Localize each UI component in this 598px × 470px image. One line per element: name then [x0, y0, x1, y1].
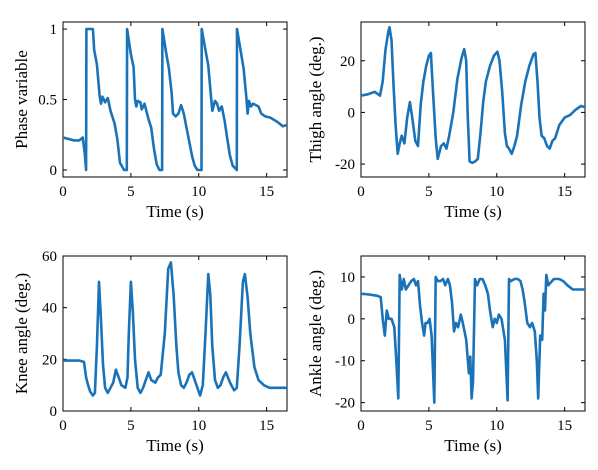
series-line: [63, 27, 287, 172]
y-axis-label: Thigh angle (deg.): [306, 36, 325, 162]
chart-phase: 0 5 10 15 0 0.5 1 Time (s) Phase variable: [12, 21, 288, 221]
x-tick-label: 0: [59, 184, 67, 200]
x-tick-label: 10: [191, 184, 206, 200]
plot-frame: [360, 255, 586, 412]
x-tick-label: 0: [357, 418, 365, 434]
y-tick-label: -20: [335, 396, 355, 412]
y-tick-label: 0: [50, 404, 58, 420]
x-tick-label: 15: [259, 184, 274, 200]
x-tick-label: 10: [489, 418, 504, 434]
y-tick-label: 0: [348, 105, 356, 121]
x-tick-label: 5: [425, 418, 433, 434]
chart-knee: 0 5 10 15 0 20 40 60 Time (s) Knee angle (deg.): [12, 249, 288, 455]
x-tick-label: 10: [489, 184, 504, 200]
x-tick-label: 0: [357, 184, 365, 200]
x-tick-label: 15: [259, 418, 274, 434]
x-tick-label: 5: [127, 418, 135, 434]
x-tick-label: 0: [59, 418, 67, 434]
plot-frame: [360, 21, 586, 178]
series-line: [63, 261, 287, 397]
x-tick-label: 15: [557, 418, 572, 434]
y-tick-label: 20: [340, 54, 355, 70]
y-tick-label: -10: [335, 354, 355, 370]
plot-frame: [62, 255, 288, 412]
x-axis-label: Time (s): [444, 202, 501, 221]
x-axis-label: Time (s): [146, 436, 203, 455]
series-line: [361, 25, 585, 165]
y-tick-label: 40: [42, 301, 57, 317]
y-tick-label: 1: [50, 22, 58, 38]
y-axis-label: Knee angle (deg.): [12, 273, 31, 394]
x-tick-label: 5: [425, 184, 433, 200]
x-tick-label: 15: [557, 184, 572, 200]
y-tick-label: 0: [50, 163, 58, 179]
y-tick-label: 0: [348, 312, 356, 328]
y-tick-label: 60: [42, 249, 57, 265]
series-line: [361, 273, 585, 404]
x-tick-label: 10: [191, 418, 206, 434]
x-axis-label: Time (s): [146, 202, 203, 221]
chart-ankle: 0 5 10 15 -20 -10 0 10 Time (s) Ankle angle (deg.…: [306, 255, 586, 455]
y-axis-label: Ankle angle (deg.): [306, 270, 325, 397]
plot-frame: [62, 21, 288, 178]
y-tick-label: 0.5: [38, 93, 57, 109]
y-tick-label: 20: [42, 352, 57, 368]
y-tick-label: -20: [335, 157, 355, 173]
y-axis-label: Phase variable: [12, 50, 31, 149]
y-tick-label: 10: [340, 270, 355, 286]
x-axis-label: Time (s): [444, 436, 501, 455]
x-tick-label: 5: [127, 184, 135, 200]
